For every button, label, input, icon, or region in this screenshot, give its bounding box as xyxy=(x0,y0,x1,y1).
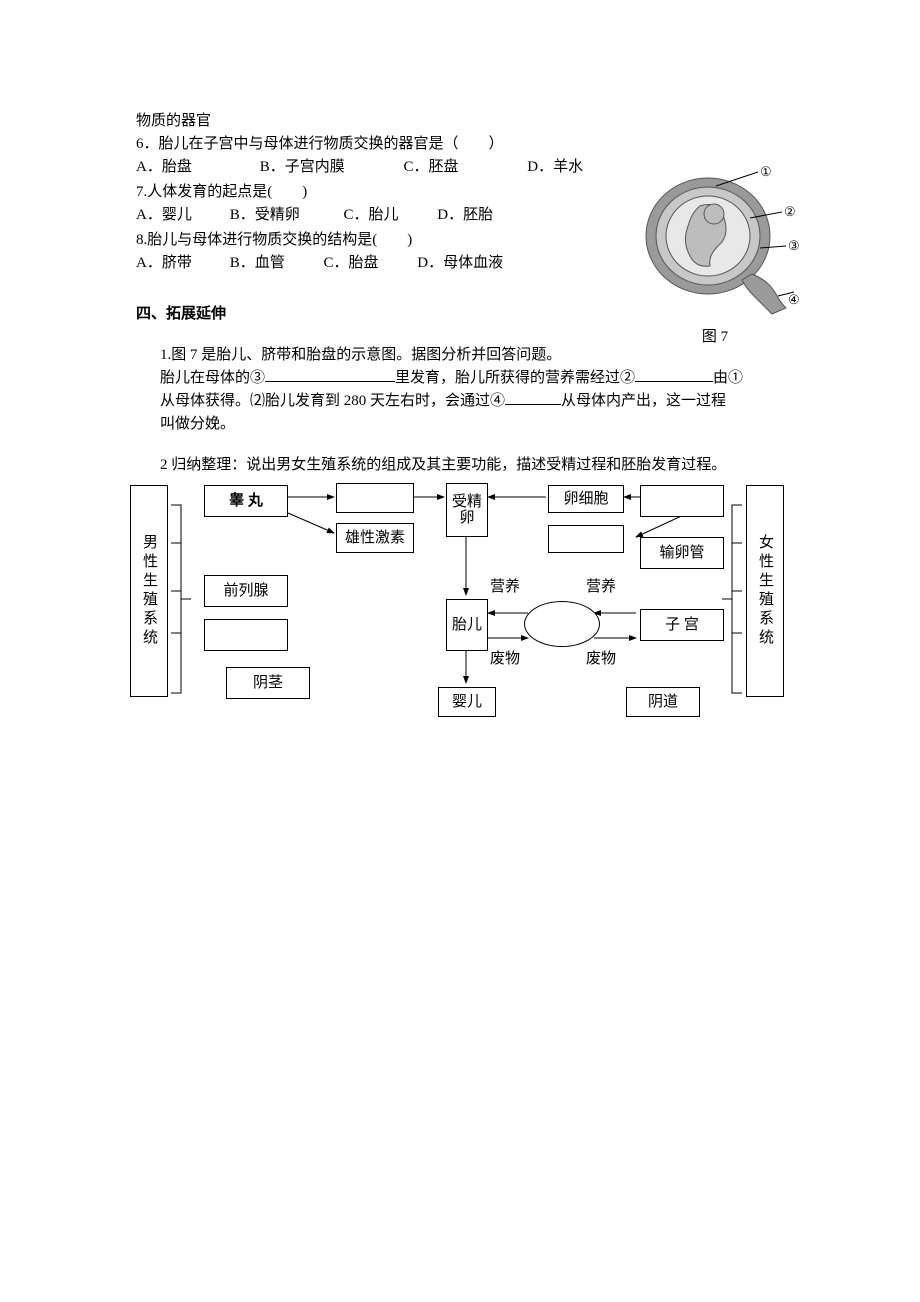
placenta-ellipse xyxy=(524,601,600,647)
q8-opt-c: C．胎盘 xyxy=(324,252,414,275)
ext1-l2a: 胎儿在母体的③ xyxy=(160,370,265,386)
nutrient-label-right: 营养 xyxy=(586,575,616,596)
q6-stem: 6．胎儿在子宫中与母体进行物质交换的器官是（ ） xyxy=(132,133,788,156)
penis-box: 阴茎 xyxy=(226,667,310,699)
blank-3[interactable] xyxy=(265,367,395,382)
prostate-box: 前列腺 xyxy=(204,575,288,607)
ovary-blank-box xyxy=(640,485,724,517)
blank-2[interactable] xyxy=(635,367,713,382)
q7-opt-d: D．胚胎 xyxy=(437,204,493,227)
q6-opt-a: A．胎盘 xyxy=(136,156,256,179)
fig-label-3: ③ xyxy=(788,238,800,253)
ext1-l3b: 从母体内产出，这一过程 xyxy=(561,393,726,409)
q7-opt-b: B．受精卵 xyxy=(230,204,340,227)
ext1-line1: 1.图 7 是胎儿、脐带和胎盘的示意图。据图分析并回答问题。 xyxy=(132,344,788,367)
female-system-box: 女性生殖系统 xyxy=(746,485,784,697)
waste-label-right: 废物 xyxy=(586,647,616,668)
androgen-box: 雄性激素 xyxy=(336,523,414,553)
ext1-line4: 叫做分娩。 xyxy=(132,413,788,436)
baby-box: 婴儿 xyxy=(438,687,496,717)
reproduction-diagram: 男性生殖系统 女性生殖系统 睾 丸 前列腺 阴茎 雄性激素 受精卵 胎儿 婴儿 … xyxy=(126,483,786,743)
fig-label-2: ② xyxy=(784,204,796,219)
extension-q1: 1.图 7 是胎儿、脐带和胎盘的示意图。据图分析并回答问题。 胎儿在母体的③ 里发… xyxy=(132,344,788,436)
q7-opt-a: A．婴儿 xyxy=(136,204,226,227)
fetus-box: 胎儿 xyxy=(446,599,488,651)
testis-box: 睾 丸 xyxy=(204,485,288,517)
estrogen-blank-box xyxy=(548,525,624,553)
male-system-box: 男性生殖系统 xyxy=(130,485,168,697)
oviduct-box: 输卵管 xyxy=(640,537,724,569)
extension-q2: 2 归纳整理：说出男女生殖系统的组成及其主要功能，描述受精过程和胚胎发育过程。 xyxy=(132,454,788,477)
q8-opt-a: A．脐带 xyxy=(136,252,226,275)
ext1-line2: 胎儿在母体的③ 里发育，胎儿所获得的营养需经过② 由① xyxy=(132,367,788,390)
uterus-box: 子 宫 xyxy=(640,609,724,641)
male-system-label: 男性生殖系统 xyxy=(140,534,158,648)
fig-label-4: ④ xyxy=(788,292,800,307)
q8-opt-b: B．血管 xyxy=(230,252,320,275)
ext1-l2b: 里发育，胎儿所获得的营养需经过② xyxy=(395,370,635,386)
q6-opt-b: B．子宫内膜 xyxy=(260,156,400,179)
fertilized-egg-box: 受精卵 xyxy=(446,483,488,537)
fig-label-1: ① xyxy=(760,166,772,179)
male-blank-box xyxy=(204,619,288,651)
q6-opt-d: D．羊水 xyxy=(527,156,583,179)
female-system-label: 女性生殖系统 xyxy=(756,534,774,648)
sperm-blank-box xyxy=(336,483,414,513)
q8-opt-d: D．母体血液 xyxy=(417,252,503,275)
ext1-line3: 从母体获得。⑵胎儿发育到 280 天左右时，会通过④ 从母体内产出，这一过程 xyxy=(132,390,788,413)
figure-7-caption: 图 7 xyxy=(630,325,800,346)
ext1-l3a: 从母体获得。⑵胎儿发育到 280 天左右时，会通过④ xyxy=(160,393,505,409)
intro-fragment: 物质的器官 xyxy=(132,110,788,133)
ovum-box: 卵细胞 xyxy=(548,485,624,513)
blank-4[interactable] xyxy=(505,390,561,405)
waste-label-left: 废物 xyxy=(490,647,520,668)
nutrient-label-left: 营养 xyxy=(490,575,520,596)
figure-7: ① ② ③ ④ 图 7 xyxy=(630,166,800,346)
q6-opt-c: C．胚盘 xyxy=(404,156,524,179)
fetus-diagram-icon: ① ② ③ ④ xyxy=(630,166,800,316)
q7-opt-c: C．胎儿 xyxy=(344,204,434,227)
vagina-box: 阴道 xyxy=(626,687,700,717)
ext1-l2c: 由① xyxy=(713,370,743,386)
